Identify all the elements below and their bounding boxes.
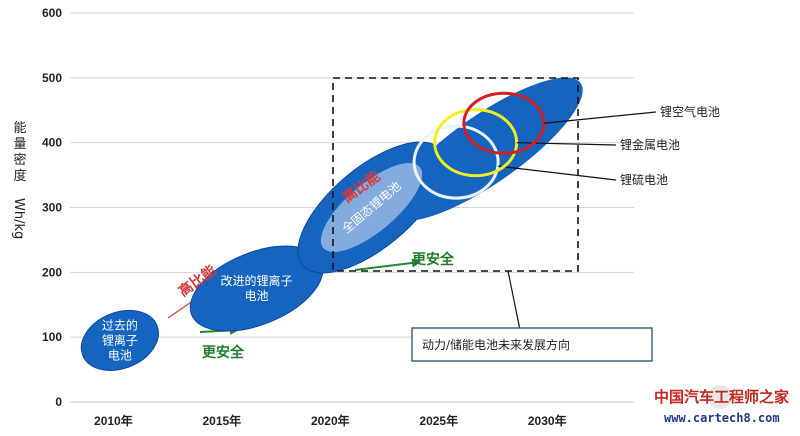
technology-label: 锂金属电池 [620, 137, 680, 152]
era-blob [80, 309, 159, 371]
y-tick-label: 500 [42, 71, 62, 85]
callout-line [543, 111, 657, 124]
safer-label-1: 更安全 [202, 344, 245, 361]
future-direction-box [332, 77, 579, 272]
watermark: 中国汽车工程师之家 www.cartech8.com [654, 385, 789, 425]
box-pointer-line [507, 270, 521, 331]
y-axis-label-char: 密 [13, 152, 26, 168]
y-axis-label-unit: Wh/kg [11, 198, 26, 239]
technology-circle [412, 124, 500, 200]
technology-circles: 锂硫电池 锂金属电池 锂空气电池 [412, 91, 720, 200]
x-tick-label: 2020年 [311, 413, 350, 428]
x-axis-ticks: 2010年 2015年 2020年 2025年 2030年 [94, 413, 567, 428]
y-axis-label-char: 度 [13, 168, 26, 184]
future-label-box [411, 327, 653, 362]
y-tick-label: 200 [42, 265, 62, 279]
technology-label: 锂空气电池 [660, 104, 720, 119]
y-tick-label: 600 [42, 6, 62, 20]
technology-circle [433, 108, 519, 178]
watermark-logo [708, 385, 732, 409]
y-tick-label: 300 [42, 201, 62, 215]
safer-arrow-2 [354, 258, 421, 271]
era-label: 电池 [245, 289, 269, 303]
era-label: 电池 [108, 348, 132, 362]
technology-label: 锂硫电池 [620, 172, 668, 187]
era-label: 改进的锂离子 [221, 273, 293, 288]
solid-state-highlight [320, 163, 423, 252]
x-tick-label: 2010年 [94, 413, 133, 428]
future-label-text: 动力/储能电池未来发展方向 [422, 337, 570, 352]
watermark-cn: 中国汽车工程师之家 [654, 388, 789, 406]
era-label: 过去的 [102, 317, 138, 332]
y-tick-label: 400 [42, 136, 62, 150]
x-tick-label: 2030年 [528, 413, 567, 428]
y-axis-label-char: 量 [13, 137, 26, 152]
y-tick-label: 100 [42, 330, 62, 344]
era-label: 锂离子 [102, 332, 138, 347]
y-axis-label-char: 能 [13, 121, 26, 136]
x-tick-label: 2015年 [202, 413, 241, 428]
y-axis-ticks: 0 100 200 300 400 500 600 [42, 6, 62, 409]
watermark-url: www.cartech8.com [664, 411, 780, 425]
x-tick-label: 2025年 [419, 413, 458, 428]
y-tick-label: 0 [55, 395, 62, 409]
callout-line [498, 165, 617, 181]
safer-label-2: 更安全 [412, 251, 455, 268]
